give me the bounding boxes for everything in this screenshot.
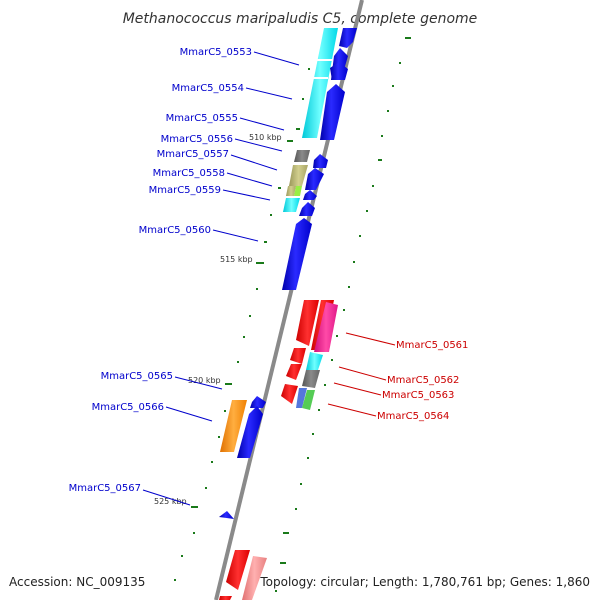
feature-olive-0557[interactable] [289, 165, 308, 186]
cds-0560-arrow[interactable] [282, 218, 312, 290]
gene-label-0554[interactable]: MmarC5_0554 [172, 83, 244, 94]
cds-0565-arrow[interactable] [250, 396, 266, 408]
cds-0556-arrow[interactable] [313, 154, 328, 168]
gene-label-0557[interactable]: MmarC5_0557 [157, 149, 229, 160]
cds-0567-arrow[interactable] [219, 511, 234, 519]
cds-bottom-red-2[interactable] [219, 596, 232, 600]
kbp-mark-515: 515 kbp [220, 255, 253, 264]
feature-cyan-0562[interactable] [306, 352, 323, 370]
kbp-mark-525: 525 kbp [154, 497, 187, 506]
feature-cyan-0559[interactable] [283, 198, 300, 212]
cds-0561-red[interactable] [296, 300, 319, 346]
cds-0553-arrow[interactable] [339, 28, 357, 48]
gc-track-left [174, 68, 310, 581]
gene-label-0560[interactable]: MmarC5_0560 [139, 225, 211, 236]
kbp-mark-510: 510 kbp [249, 133, 282, 142]
feature-green-0564[interactable] [302, 390, 315, 410]
gene-label-0555[interactable]: MmarC5_0555 [166, 113, 238, 124]
feature-olive-0558[interactable] [286, 186, 296, 196]
gene-label-0558[interactable]: MmarC5_0558 [153, 168, 225, 179]
kbp-mark-520: 520 kbp [188, 376, 221, 385]
gene-label-0566[interactable]: MmarC5_0566 [92, 402, 164, 413]
feature-gray-0563[interactable] [302, 370, 320, 388]
topology-text: Topology: circular; Length: 1,780,761 bp… [259, 575, 590, 589]
label-leaders-left [142, 51, 300, 506]
cds-0559-arrow[interactable] [299, 202, 315, 216]
cds-0555-arrow[interactable] [320, 84, 345, 140]
gene-label-0553[interactable]: MmarC5_0553 [180, 47, 252, 58]
cds-0554b-arrow[interactable] [330, 62, 348, 80]
feature-blue-0564[interactable] [296, 388, 307, 408]
gene-label-0562[interactable]: MmarC5_0562 [387, 375, 459, 386]
gene-label-0559[interactable]: MmarC5_0559 [149, 185, 221, 196]
cds-0562-red[interactable] [290, 348, 306, 364]
gene-label-0567[interactable]: MmarC5_0567 [69, 483, 141, 494]
feature-cyan-large[interactable] [302, 28, 338, 138]
gene-label-0563[interactable]: MmarC5_0563 [382, 390, 454, 401]
map-title: Methanococcus maripaludis C5, complete g… [123, 11, 478, 27]
feature-orange-0566[interactable] [220, 400, 247, 452]
gene-label-0564[interactable]: MmarC5_0564 [377, 411, 449, 422]
accession-text: Accession: NC_009135 [9, 575, 145, 589]
feature-green-0558[interactable] [294, 186, 302, 196]
gene-label-0565[interactable]: MmarC5_0565 [101, 371, 173, 382]
cds-bottom-red[interactable] [226, 550, 250, 590]
feature-salmon-bottom[interactable] [242, 556, 267, 600]
gene-label-0556[interactable]: MmarC5_0556 [161, 134, 233, 145]
feature-gray-0556[interactable] [294, 150, 310, 162]
label-leaders-right [327, 332, 396, 417]
cds-0563-red[interactable] [286, 364, 302, 380]
gc-track-right [275, 37, 411, 592]
cds-0558-arrow[interactable] [303, 190, 317, 200]
feature-pink-0561[interactable] [314, 302, 338, 352]
cds-0564-red[interactable] [281, 384, 298, 404]
cds-0566-arrow[interactable] [237, 406, 263, 458]
gene-label-0561[interactable]: MmarC5_0561 [396, 340, 468, 351]
cds-0557-arrow[interactable] [305, 168, 324, 190]
